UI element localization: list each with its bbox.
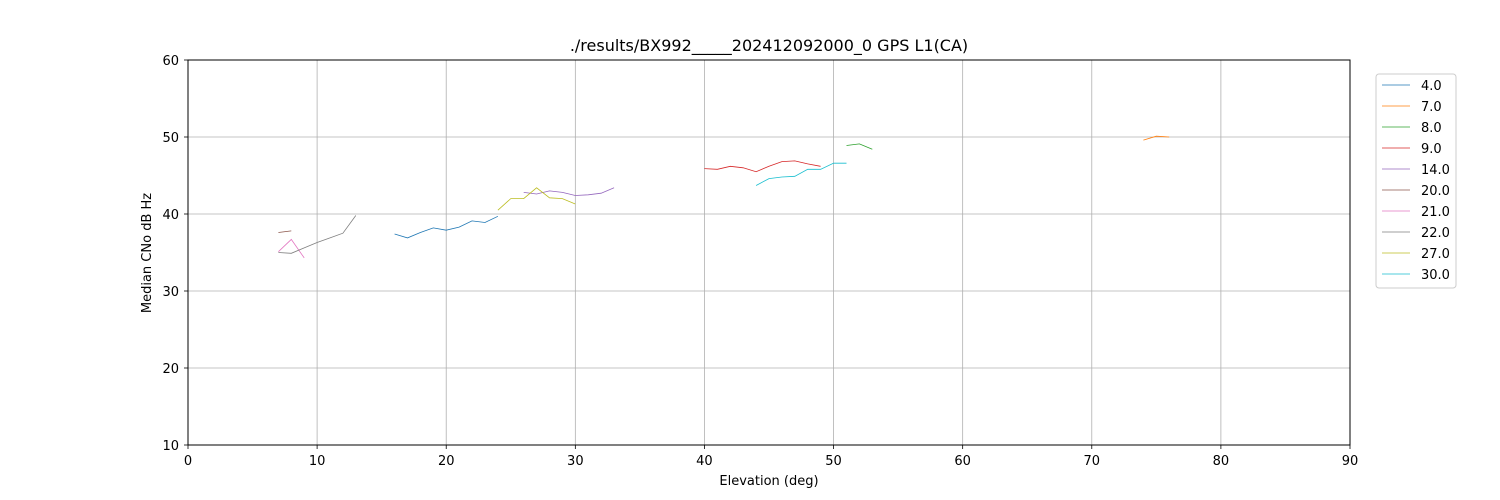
series-line-21.0 (278, 238, 305, 259)
series-line-8.0 (846, 143, 873, 150)
x-tick-label: 50 (825, 454, 842, 469)
x-tick-label: 10 (309, 454, 326, 469)
legend-label: 22.0 (1421, 226, 1450, 241)
legend: 4.0 7.0 8.0 9.0 14.0 20.0 21.0 22.0 27.0 30.0 (1375, 73, 1457, 289)
x-tick-label: 90 (1342, 454, 1359, 469)
x-tick-label: 40 (696, 454, 713, 469)
x-tick-label: 20 (438, 454, 455, 469)
legend-box (1375, 73, 1457, 289)
legend-label: 4.0 (1421, 79, 1442, 94)
series-line-22.0 (278, 215, 357, 254)
series-line-9.0 (704, 160, 821, 173)
series-line-14.0 (523, 187, 615, 196)
chart-title: ./results/BX992_____202412092000_0 GPS L… (570, 36, 968, 56)
x-axis-label: Elevation (deg) (719, 474, 818, 489)
legend-label: 21.0 (1421, 205, 1450, 220)
y-tick-label: 60 (162, 54, 179, 69)
x-tick-label: 80 (1213, 454, 1230, 469)
series-line-7.0 (1143, 135, 1170, 141)
legend-label: 30.0 (1421, 268, 1450, 283)
x-tick-label: 30 (567, 454, 584, 469)
y-axis-label: Median CNo dB Hz (140, 193, 155, 313)
y-tick-label: 10 (162, 439, 179, 454)
legend-label: 20.0 (1421, 184, 1450, 199)
x-tick-label: 70 (1084, 454, 1101, 469)
series-line-20.0 (278, 230, 292, 233)
series-line-30.0 (755, 162, 847, 186)
legend-label: 14.0 (1421, 163, 1450, 178)
legend-label: 8.0 (1421, 121, 1442, 136)
x-tick-label: 60 (954, 454, 971, 469)
y-tick-label: 30 (162, 285, 179, 300)
series-line-4.0 (394, 215, 499, 239)
plot-frame (187, 59, 1351, 446)
y-tick-label: 40 (162, 208, 179, 223)
ticks: 0 10 20 30 40 50 60 70 80 90 10 20 30 40 50 60 (162, 54, 1358, 469)
legend-label: 9.0 (1421, 142, 1442, 157)
x-tick-label: 0 (184, 454, 192, 469)
series-lines (278, 135, 1170, 259)
legend-label: 7.0 (1421, 100, 1442, 115)
series-line-27.0 (497, 187, 576, 211)
y-tick-label: 20 (162, 362, 179, 377)
y-tick-label: 50 (162, 131, 179, 146)
legend-label: 27.0 (1421, 247, 1450, 262)
